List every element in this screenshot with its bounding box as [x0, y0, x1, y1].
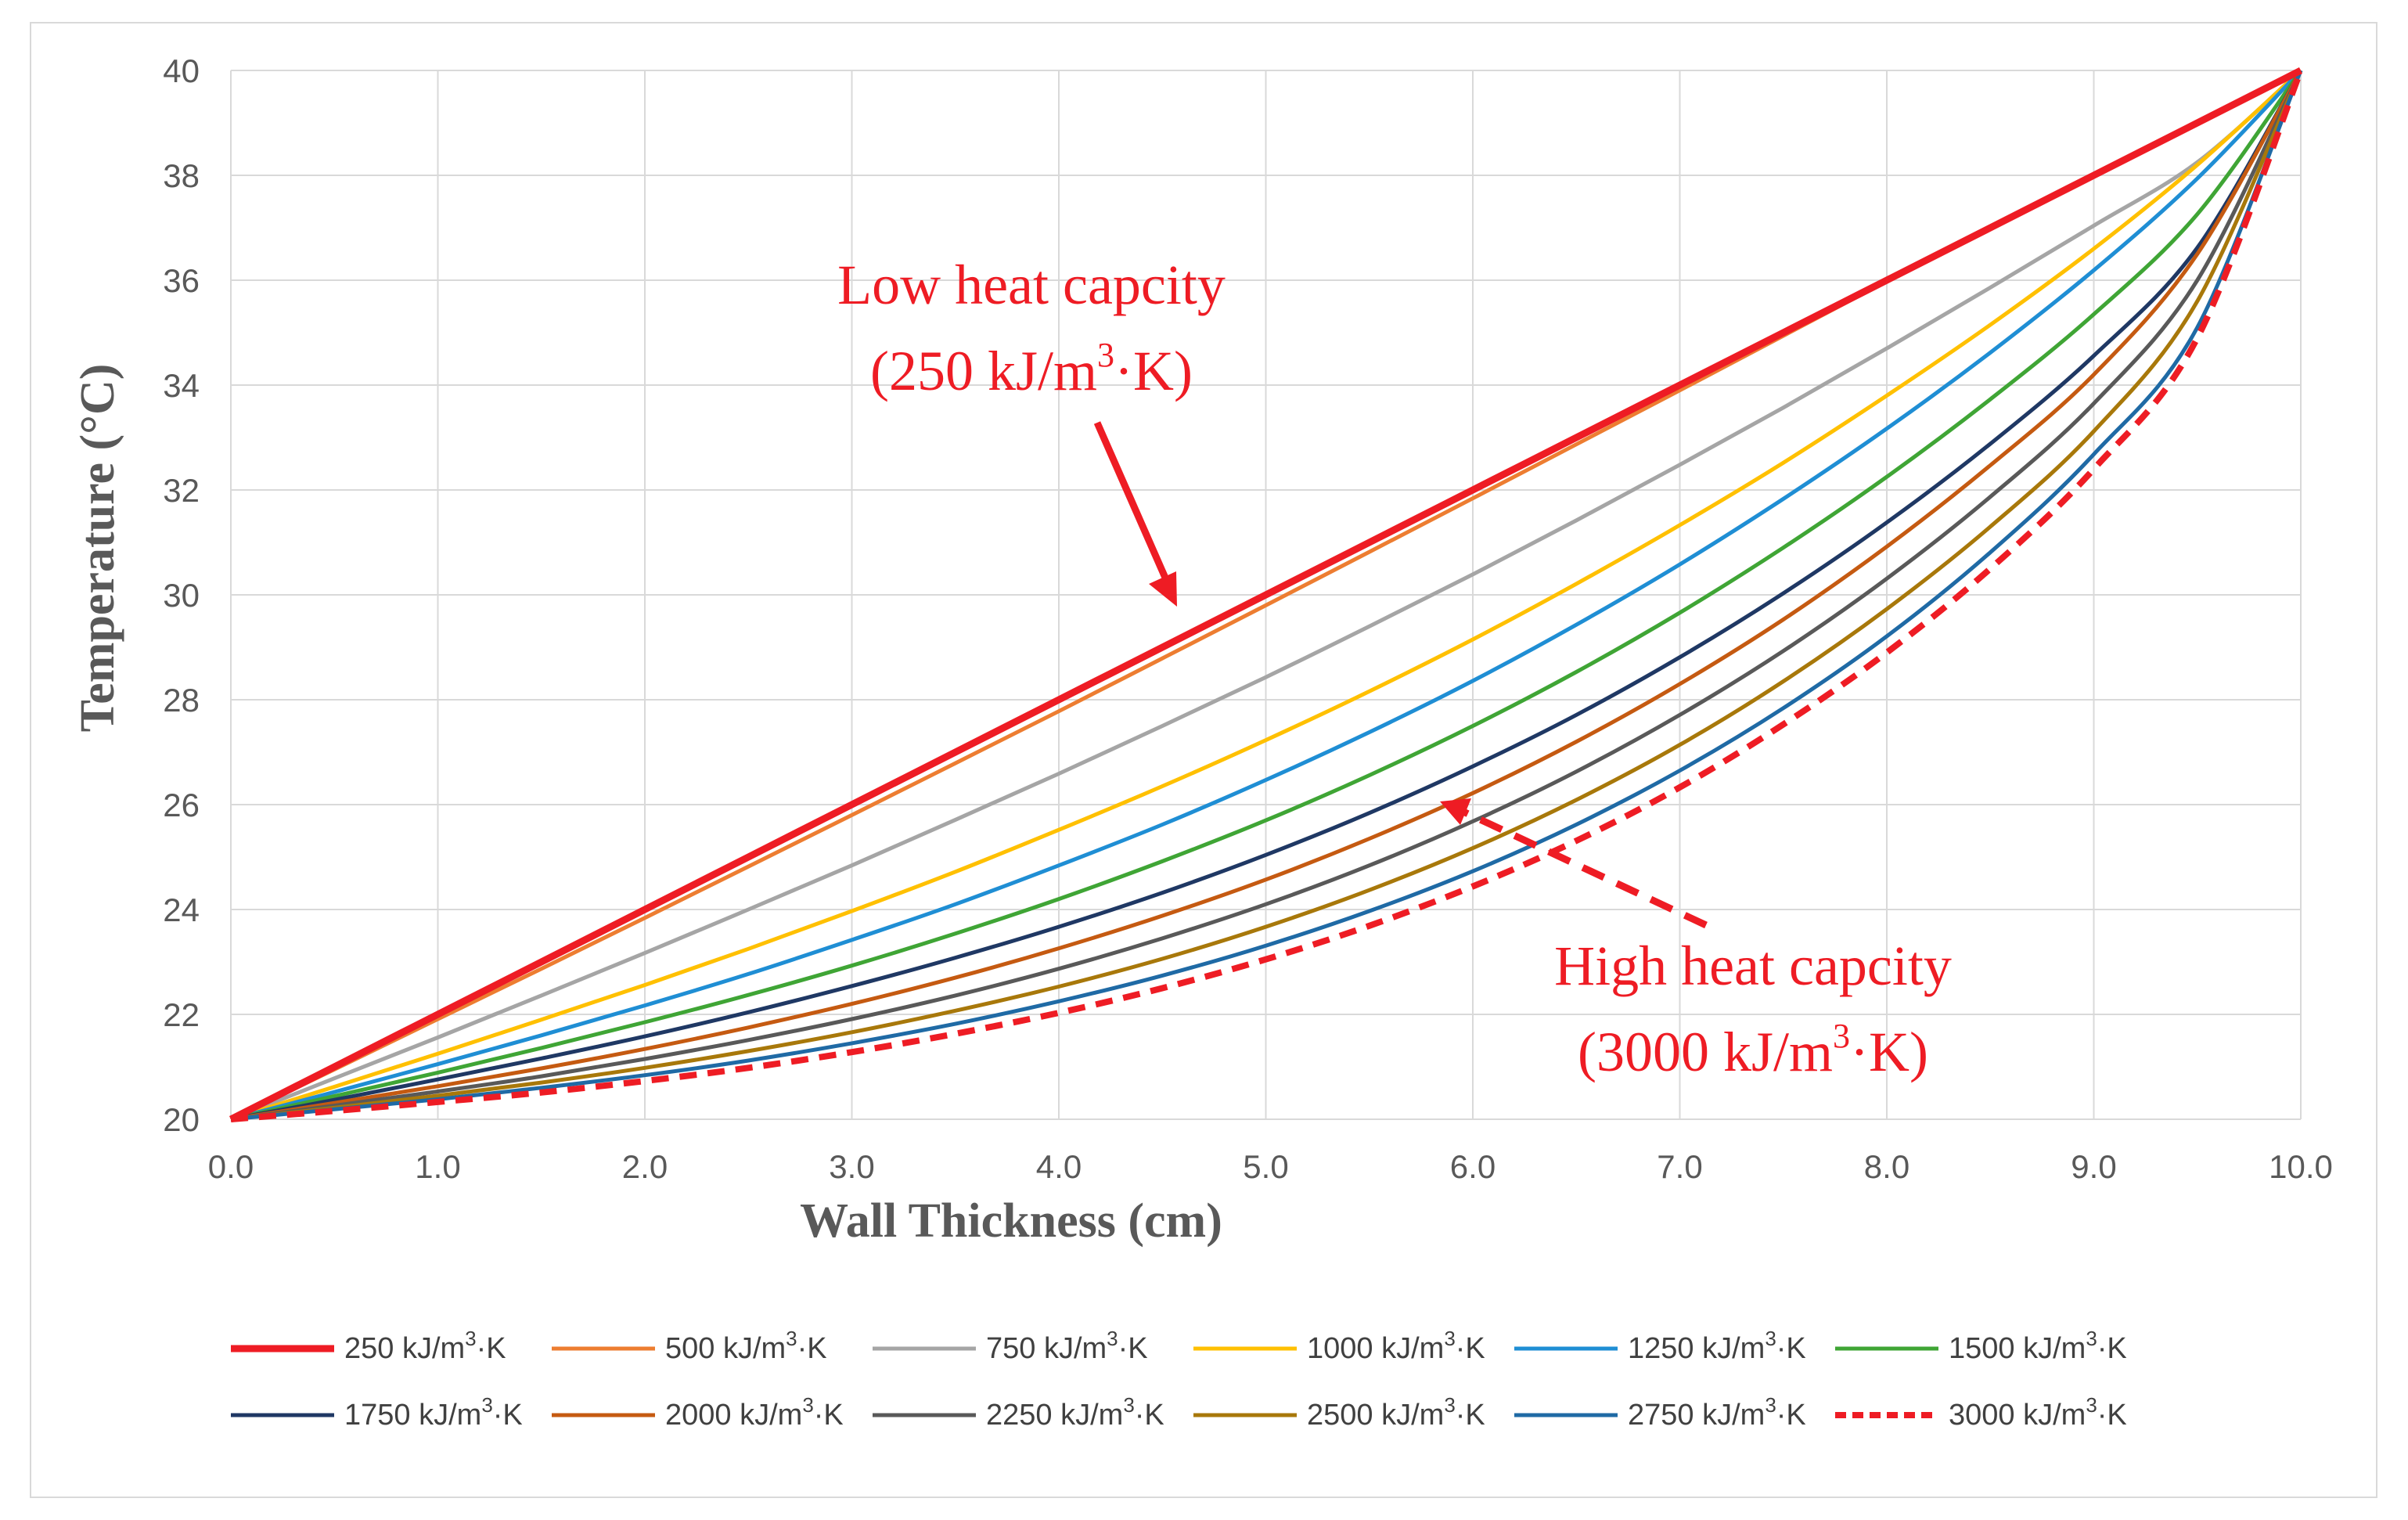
x-tick-label: 3.0 — [829, 1148, 874, 1185]
y-axis-title: Temperature (°C) — [71, 364, 124, 733]
legend-label: 2750 kJ/m3·K — [1628, 1393, 1806, 1432]
x-tick-label: 8.0 — [1864, 1148, 1909, 1185]
series-line-2750 — [230, 70, 2303, 1122]
series-line-750 — [230, 69, 2302, 1122]
legend-item-1750: 1750 kJ/m3·K — [231, 1393, 523, 1432]
chart-frame: 0.0 1.0 2.0 3.0 4.0 5.0 6.0 7.0 8.0 9.0 10.0 20 22 2… — [30, 22, 2377, 1498]
legend: 250 kJ/m3·K 500 kJ/m3·K 750 kJ/m3·K 1000 kJ… — [231, 1327, 2127, 1432]
y-tick-label: 36 — [163, 262, 200, 299]
x-tick-label: 1.0 — [415, 1148, 460, 1185]
legend-item-2750: 2750 kJ/m3·K — [1514, 1393, 1806, 1432]
x-tick-label: 10.0 — [2269, 1148, 2333, 1185]
legend-item-2500: 2500 kJ/m3·K — [1193, 1393, 1485, 1432]
y-tick-label: 26 — [163, 787, 200, 823]
legend-label: 2500 kJ/m3·K — [1307, 1393, 1485, 1432]
legend-label: 1250 kJ/m3·K — [1628, 1327, 1806, 1365]
x-tick-label: 9.0 — [2071, 1148, 2116, 1185]
legend-item-1250: 1250 kJ/m3·K — [1514, 1327, 1806, 1365]
legend-item-750: 750 kJ/m3·K — [873, 1327, 1148, 1365]
annotation-high-line2: (3000 kJ/m3·K) — [1578, 1017, 1928, 1083]
annotation-high-arrow-shaft — [1462, 808, 1708, 929]
x-tick-label: 4.0 — [1036, 1148, 1082, 1185]
y-tick-label: 34 — [163, 367, 200, 404]
annotation-low: Low heat capcity (250 kJ/m3·K) — [837, 254, 1226, 607]
line-chart: 0.0 1.0 2.0 3.0 4.0 5.0 6.0 7.0 8.0 9.0 10.0 20222… — [71, 52, 2333, 1432]
x-tick-label: 2.0 — [622, 1148, 668, 1185]
annotation-high-arrowhead — [1440, 798, 1471, 825]
y-tick-label: 22 — [163, 996, 200, 1033]
legend-item-1500: 1500 kJ/m3·K — [1835, 1327, 2127, 1365]
x-axis-tick-labels: 0.0 1.0 2.0 3.0 4.0 5.0 6.0 7.0 8.0 9.0 10.0 — [208, 1148, 2333, 1185]
y-tick-label: 40 — [163, 52, 200, 89]
series-line-250 — [229, 67, 2303, 1123]
annotation-low-line1: Low heat capcity — [837, 254, 1226, 316]
annotation-high: High heat capcity (3000 kJ/m3·K) — [1440, 798, 1952, 1083]
legend-item-2250: 2250 kJ/m3·K — [873, 1393, 1164, 1432]
series-line-2500 — [230, 69, 2303, 1122]
legend-label: 1750 kJ/m3·K — [344, 1393, 523, 1432]
series-line-2000 — [230, 69, 2303, 1122]
series-line-1250 — [230, 69, 2302, 1122]
legend-label: 500 kJ/m3·K — [665, 1327, 827, 1365]
y-tick-label: 38 — [163, 157, 200, 194]
legend-label: 1500 kJ/m3·K — [1949, 1327, 2127, 1365]
series-line-1750 — [230, 69, 2303, 1122]
annotation-low-arrow-shaft — [1093, 421, 1172, 585]
x-tick-label: 7.0 — [1657, 1148, 1702, 1185]
x-tick-label: 5.0 — [1243, 1148, 1288, 1185]
series-line-1500 — [230, 69, 2303, 1122]
legend-item-250: 250 kJ/m3·K — [231, 1327, 506, 1365]
series-line-3000 — [230, 69, 2304, 1122]
y-tick-label: 20 — [163, 1101, 200, 1138]
legend-item-1000: 1000 kJ/m3·K — [1193, 1327, 1485, 1365]
annotation-high-line1: High heat capcity — [1554, 935, 1952, 997]
series-line-1000 — [230, 69, 2302, 1122]
legend-label: 3000 kJ/m3·K — [1949, 1393, 2127, 1432]
y-tick-label: 30 — [163, 577, 200, 614]
legend-item-3000: 3000 kJ/m3·K — [1835, 1393, 2127, 1432]
x-tick-label: 6.0 — [1450, 1148, 1496, 1185]
series-lines — [229, 67, 2304, 1123]
legend-label: 750 kJ/m3·K — [986, 1327, 1148, 1365]
x-axis-title: Wall Thickness (cm) — [800, 1194, 1222, 1248]
annotation-low-line2: (250 kJ/m3·K) — [870, 336, 1193, 402]
y-tick-label: 24 — [163, 891, 200, 928]
series-line-2250 — [230, 69, 2303, 1122]
legend-label: 2250 kJ/m3·K — [986, 1393, 1164, 1432]
legend-label: 2000 kJ/m3·K — [665, 1393, 844, 1432]
legend-item-2000: 2000 kJ/m3·K — [552, 1393, 844, 1432]
y-axis-tick-labels: 20 22 24 26 28 30 32 34 36 38 40 — [163, 52, 200, 1138]
legend-label: 1000 kJ/m3·K — [1307, 1327, 1485, 1365]
x-tick-label: 0.0 — [208, 1148, 254, 1185]
annotation-low-arrowhead — [1149, 571, 1177, 607]
legend-item-500: 500 kJ/m3·K — [552, 1327, 827, 1365]
y-tick-label: 32 — [163, 472, 200, 509]
legend-label: 250 kJ/m3·K — [344, 1327, 506, 1365]
y-tick-label: 28 — [163, 682, 200, 719]
